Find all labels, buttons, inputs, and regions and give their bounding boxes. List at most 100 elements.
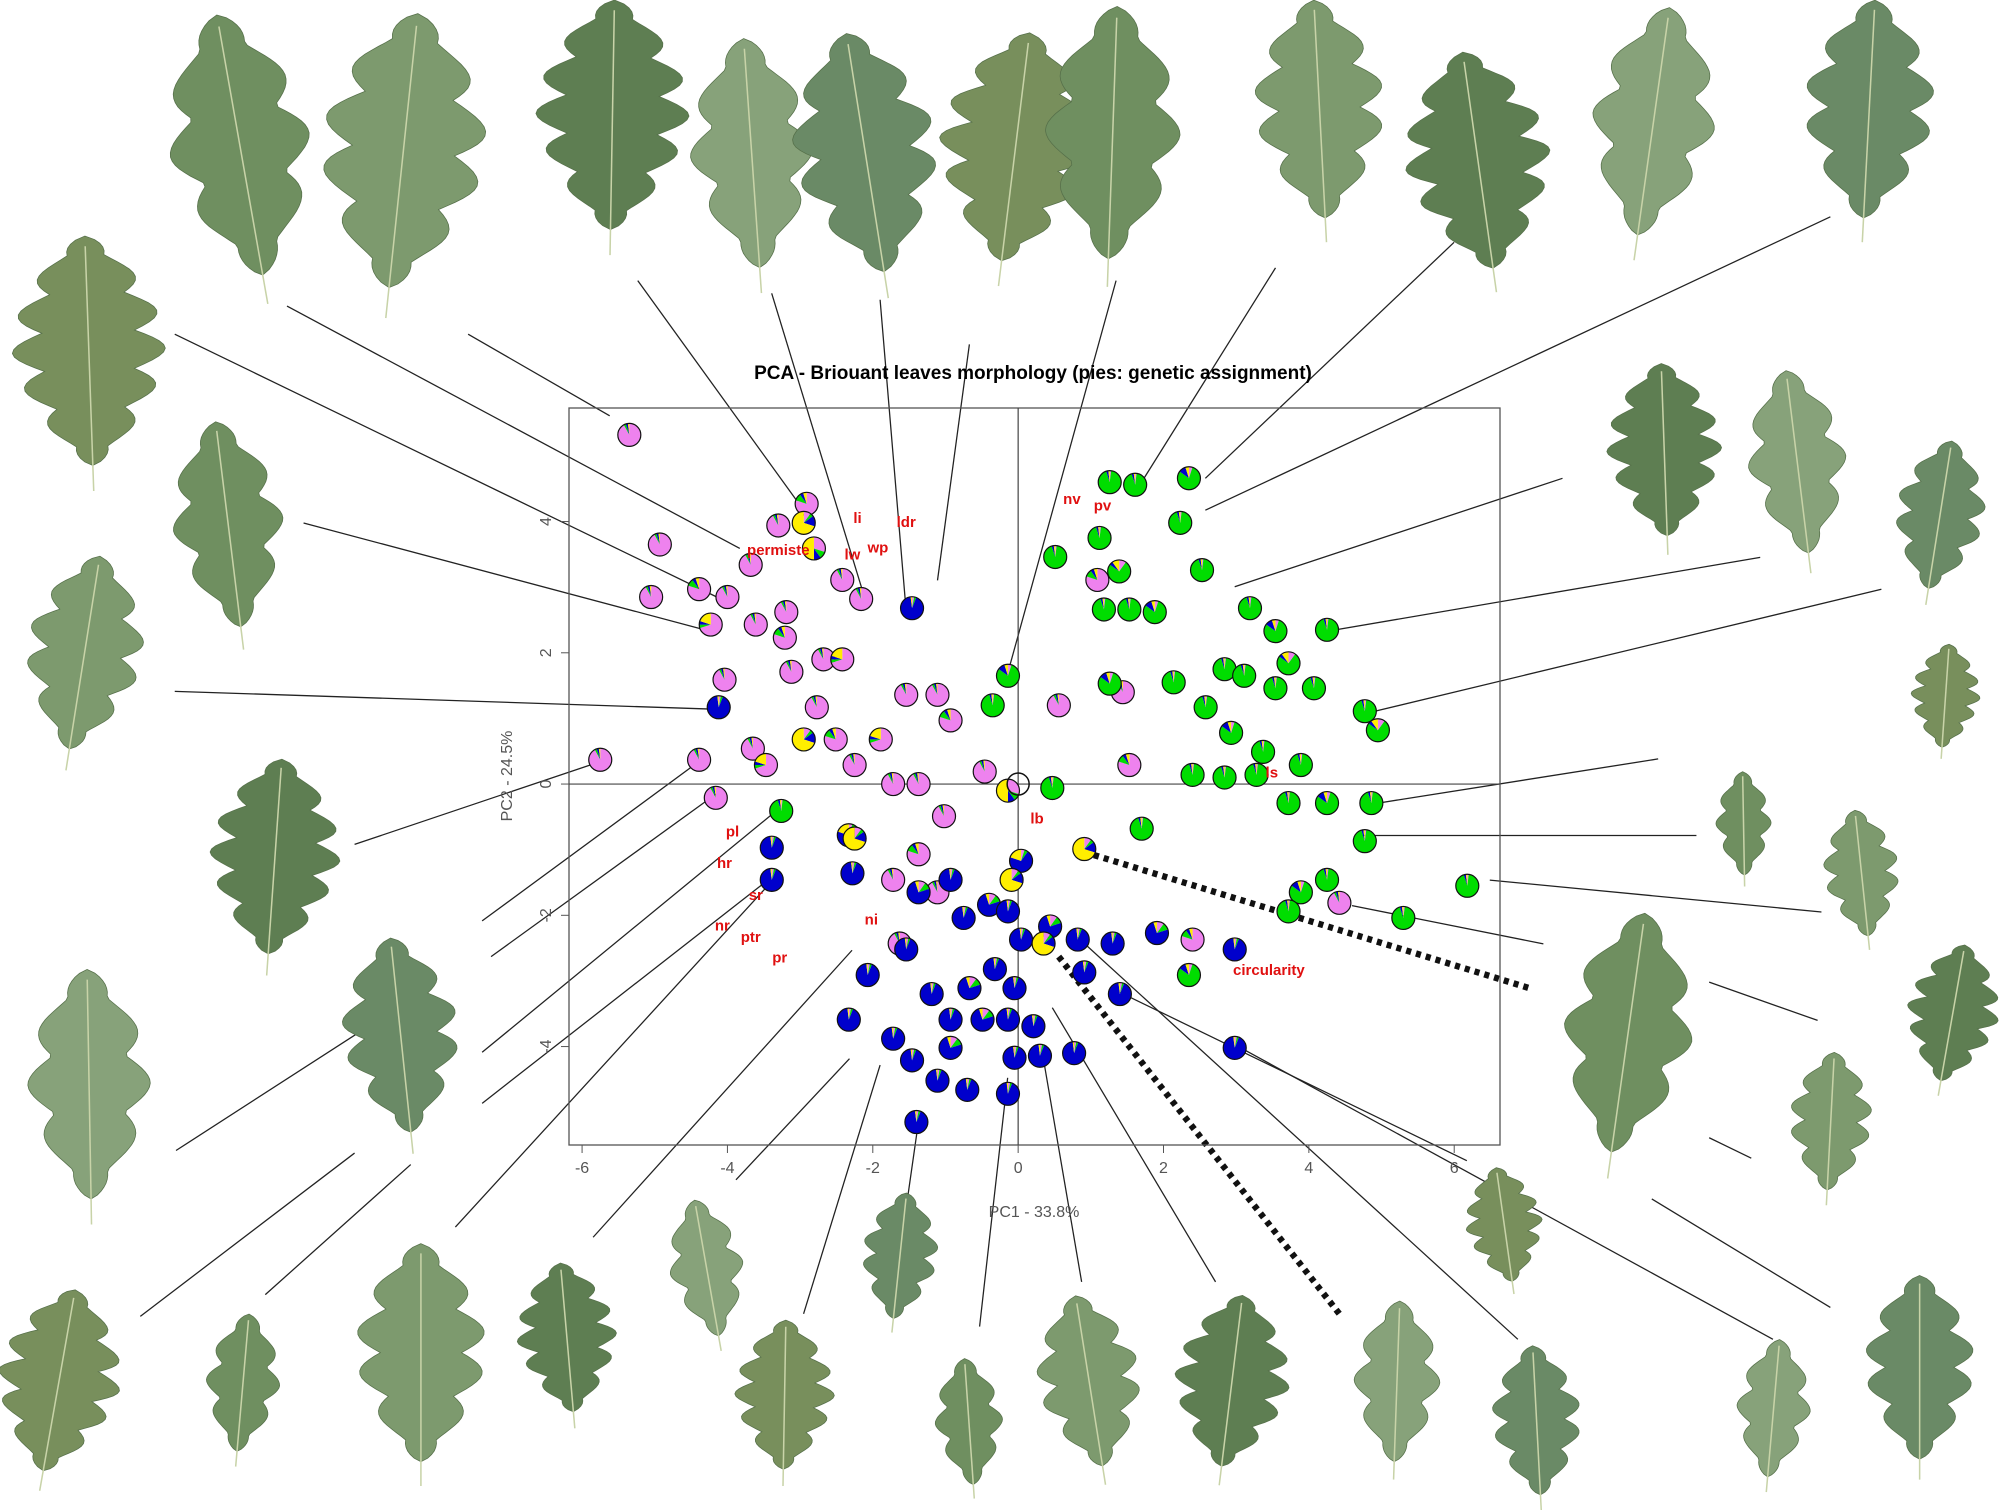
pie-point xyxy=(1072,960,1097,985)
pie-slice xyxy=(907,844,919,855)
leaf-midrib xyxy=(1606,923,1645,1179)
pie-slice xyxy=(891,772,894,785)
x-tick-label: -4 xyxy=(720,1160,734,1177)
pie-slice xyxy=(840,568,843,580)
pie-outline xyxy=(759,867,784,892)
pie-slice xyxy=(912,1049,917,1061)
pie-slice xyxy=(817,648,824,660)
pie-slice xyxy=(1040,776,1064,800)
pie-slice xyxy=(1007,779,1020,795)
pie-slice xyxy=(848,1008,851,1020)
pie-slice xyxy=(1100,598,1104,610)
pie-point xyxy=(639,584,664,610)
leaf-midrib xyxy=(964,1364,976,1499)
pie-outline xyxy=(1263,676,1288,701)
leaf xyxy=(934,1358,1003,1499)
pie-slice xyxy=(819,647,824,660)
pie-slice xyxy=(1297,753,1301,766)
pie-slice xyxy=(1084,839,1094,850)
pie-slice xyxy=(803,511,811,523)
pie-outline xyxy=(779,659,804,684)
leaf xyxy=(1492,1345,1580,1510)
pie-slice xyxy=(1273,676,1276,689)
pie-slice xyxy=(915,772,919,785)
pie-outline xyxy=(894,937,919,962)
pie-outline xyxy=(1250,739,1276,764)
pie-slice xyxy=(1033,1014,1036,1027)
pie-outline xyxy=(1193,695,1218,720)
pie-point xyxy=(855,962,880,988)
leaf-midrib xyxy=(1765,1345,1780,1493)
pie-point xyxy=(894,937,919,962)
pie-slice xyxy=(754,761,766,766)
x-tick-label: -6 xyxy=(575,1160,589,1177)
pie-slice xyxy=(1249,596,1252,609)
pie-slice xyxy=(1162,670,1186,694)
pie-slice xyxy=(1014,1046,1019,1058)
pie-slice xyxy=(867,963,870,976)
pie-point xyxy=(1244,762,1269,787)
pie-slice xyxy=(1033,1014,1038,1027)
pie-slice xyxy=(1463,874,1468,886)
leaf-midrib xyxy=(891,1198,907,1333)
pie-slice xyxy=(1109,562,1120,572)
pie-slice xyxy=(1043,932,1051,944)
pie-slice xyxy=(1135,473,1137,485)
pie-point xyxy=(1314,617,1340,642)
pie-slice xyxy=(1188,466,1193,479)
pie-point xyxy=(1232,663,1257,688)
variable-label: ptr xyxy=(741,929,761,946)
pie-slice xyxy=(969,978,981,989)
pie-slice xyxy=(625,423,630,435)
pie-point xyxy=(1288,752,1313,778)
pie-outline xyxy=(1391,905,1416,931)
pie-slice xyxy=(1084,960,1087,973)
pie-point xyxy=(995,1081,1021,1106)
pie-slice xyxy=(947,1036,951,1048)
pie-slice xyxy=(1123,473,1147,497)
pie-outline xyxy=(1218,720,1244,745)
pie-slice xyxy=(1082,960,1085,973)
pie-slice xyxy=(881,1027,905,1051)
pie-slice xyxy=(1220,657,1225,670)
leaf-midrib xyxy=(1392,1308,1401,1480)
pie-point xyxy=(1276,651,1301,676)
pie-slice xyxy=(830,655,843,660)
pie-point xyxy=(686,747,712,772)
pie-point xyxy=(1237,596,1263,621)
pie-slice xyxy=(1271,619,1276,632)
leaf xyxy=(1353,1300,1441,1480)
pie-outline xyxy=(1043,544,1068,570)
pie-slice xyxy=(1050,914,1057,927)
pie-slice xyxy=(1251,740,1275,764)
pie-slice xyxy=(1291,881,1301,893)
pie-slice xyxy=(891,1027,894,1039)
pie-slice xyxy=(832,727,836,740)
pie-slice xyxy=(596,748,601,760)
pie-outline xyxy=(686,577,712,602)
pie-slice xyxy=(699,613,723,637)
pie-slice xyxy=(1010,849,1022,861)
pie-slice xyxy=(851,753,855,766)
pie-slice xyxy=(893,1027,898,1039)
pie-slice xyxy=(1287,899,1289,912)
pie-outline xyxy=(938,708,963,733)
leaf xyxy=(1866,1275,1974,1480)
pie-slice xyxy=(821,647,824,660)
pie-slice xyxy=(1363,699,1365,712)
leaf-midrib xyxy=(847,43,890,299)
pie-slice xyxy=(598,748,601,760)
pie-slice xyxy=(950,1008,953,1020)
pie-slice xyxy=(824,730,836,740)
connector-line xyxy=(1205,216,1831,511)
pie-slice xyxy=(1337,891,1340,903)
pie-slice xyxy=(755,753,778,777)
pie-point xyxy=(801,536,827,561)
pie-outline xyxy=(1129,816,1154,841)
pie-outline xyxy=(899,1048,925,1073)
pie-outline xyxy=(919,981,944,1007)
pie-slice xyxy=(1263,620,1287,643)
leaf xyxy=(323,13,487,319)
pie-slice xyxy=(771,868,774,880)
pie-slice xyxy=(1289,753,1313,777)
